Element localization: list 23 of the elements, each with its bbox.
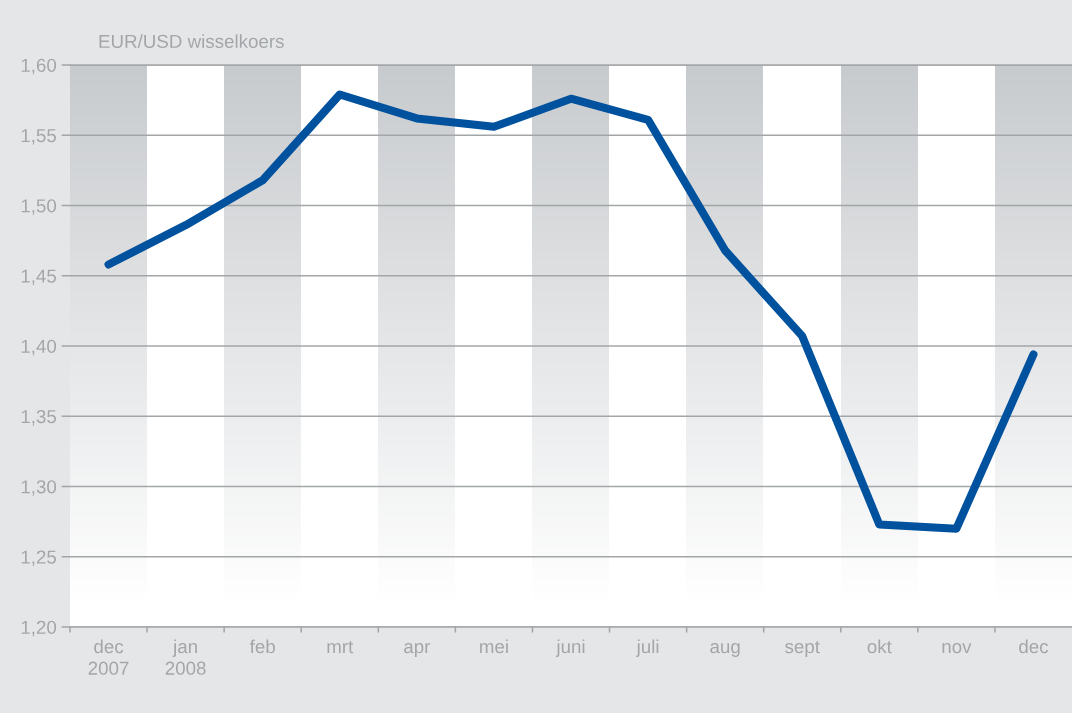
y-tick-label: 1,25	[21, 550, 57, 566]
y-tick-label: 1,45	[21, 269, 57, 285]
y-tick-label: 1,20	[21, 620, 57, 637]
x-tick-label: juni	[555, 639, 585, 657]
x-tick-label: dec 2007	[88, 639, 129, 675]
x-tick-label: juli	[636, 639, 659, 657]
chart-title: EUR/USD wisselkoers	[99, 34, 284, 49]
x-tick-label: mei	[480, 639, 508, 654]
y-tick-label: 1,50	[21, 199, 57, 215]
x-tick-label: feb	[249, 639, 275, 654]
y-tick-label: 1,55	[21, 129, 57, 145]
x-tick-label: nov	[942, 643, 972, 654]
x-tick-label: apr	[404, 643, 431, 657]
x-tick-label: jan 2008	[165, 639, 206, 675]
y-tick-label: 1,30	[21, 480, 57, 496]
x-tick-label: dec	[1019, 639, 1049, 654]
x-tick-label: okt	[867, 639, 892, 654]
y-tick-label: 1,40	[21, 339, 57, 356]
x-tick-label: sept	[785, 640, 820, 657]
y-tick-label: 1,35	[21, 409, 57, 426]
x-tick-label: aug	[710, 643, 740, 657]
x-tick-label: mrt	[327, 640, 354, 654]
y-tick-label: 1,60	[21, 58, 57, 75]
